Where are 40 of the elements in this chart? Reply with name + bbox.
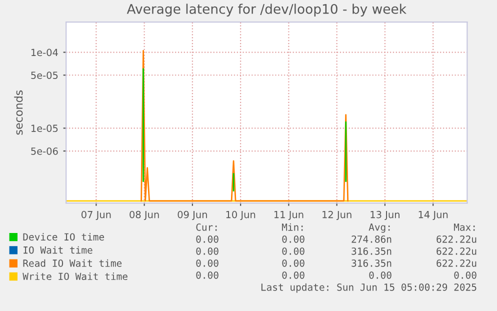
text: 0.00 xyxy=(369,271,392,279)
text: 274.86n xyxy=(352,235,392,243)
text: Last update: Sun Jun 15 05:00:29 2025 xyxy=(261,283,476,293)
legend-label: IO Wait time xyxy=(24,246,92,254)
y-axis-title: seconds xyxy=(14,90,23,135)
text: 0.00 xyxy=(196,235,218,243)
text: 622.22u xyxy=(436,235,476,243)
text: 0.00 xyxy=(282,259,304,267)
line-series xyxy=(140,50,349,202)
text: 316.35n xyxy=(352,259,392,267)
x-tick-label: 13 Jun xyxy=(370,210,400,220)
x-tick-label: 12 Jun xyxy=(322,210,352,220)
x-tick-label: 10 Jun xyxy=(226,210,256,220)
chart-title: Average latency for /dev/loop10 - by week xyxy=(126,4,406,16)
text: Min: xyxy=(282,223,303,231)
text: 0.00 xyxy=(196,259,218,267)
legend-label: Read IO Wait time xyxy=(23,259,122,267)
x-tick-label: 09 Jun xyxy=(178,210,207,220)
text: 0.00 xyxy=(282,247,304,255)
text: 316.35n xyxy=(352,247,392,255)
y-tick-label: 1e-05 xyxy=(31,124,58,132)
text: Max: xyxy=(454,224,475,231)
legend-label: Device IO time xyxy=(23,233,104,241)
text: 0.00 xyxy=(454,271,476,279)
x-tick-label: 11 Jun xyxy=(274,211,304,220)
legend-label: Write IO Wait time xyxy=(22,272,128,280)
y-tick-label: 5e-06 xyxy=(31,147,58,155)
x-tick-label: 14 Jun xyxy=(418,211,448,220)
x-tick-label: 08 Jun xyxy=(130,210,159,220)
y-tick-label: 1e-04 xyxy=(31,48,58,56)
y-tick-label: 5e-05 xyxy=(31,72,58,79)
text: 0.00 xyxy=(282,271,304,279)
text: Avg: xyxy=(368,224,390,233)
text: Cur: xyxy=(196,223,217,231)
text: 622.22u xyxy=(436,259,476,267)
text: 0.00 xyxy=(196,271,218,279)
text: 0.00 xyxy=(196,247,218,255)
x-tick-label: 07 Jun xyxy=(81,210,111,220)
text: 622.22u xyxy=(436,247,476,255)
text: 0.00 xyxy=(282,235,304,243)
